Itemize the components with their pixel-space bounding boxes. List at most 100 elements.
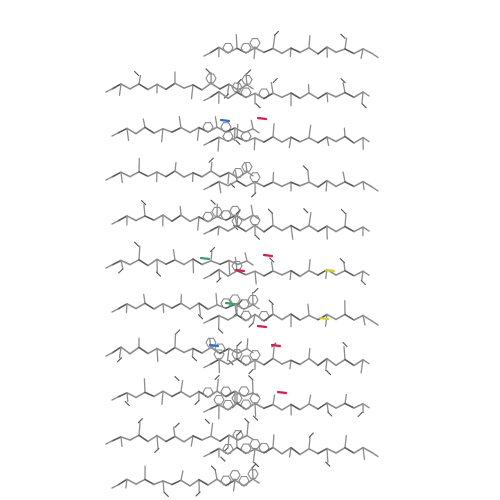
backbone-bond [272, 224, 283, 232]
backbone-bond [174, 259, 185, 266]
backbone-bond [344, 225, 355, 233]
ring-bond [238, 393, 243, 399]
side-chain-bond [326, 402, 329, 413]
ring-bond [231, 353, 236, 359]
side-chain-bond [210, 250, 213, 262]
backbone-bond [189, 478, 200, 487]
backbone-bond [192, 172, 203, 178]
backbone-bond [272, 181, 283, 188]
backbone-bond [263, 270, 274, 277]
backbone-bond [111, 259, 122, 266]
backbone-bond [272, 403, 283, 411]
backbone-bond [210, 260, 221, 266]
backbone-bond [299, 403, 310, 411]
backbone-bond [236, 269, 247, 276]
backbone-bond [290, 446, 301, 456]
backbone-bond [234, 127, 245, 134]
side-chain-bond [254, 234, 260, 240]
side-chain-bond [236, 82, 240, 93]
ring-bond [227, 210, 232, 216]
backbone-bond [243, 214, 254, 221]
left-strand-9 [105, 418, 254, 453]
backbone-bond [353, 136, 364, 144]
side-chain-bond [324, 313, 328, 327]
ring-bond [222, 131, 227, 137]
terminal-bond [111, 308, 119, 313]
backbone-bond [209, 225, 220, 232]
backbone-bond [153, 214, 164, 221]
backbone-bond [210, 82, 221, 90]
backbone-bond [290, 47, 301, 54]
side-chain-bond [197, 216, 200, 231]
terminal-bond [203, 274, 211, 280]
backbone-bond [317, 357, 328, 367]
ring-bond [247, 310, 252, 317]
ring-bond [212, 337, 217, 344]
backbone-bond [263, 224, 274, 233]
right-strand-4 [203, 165, 379, 198]
backbone-bond [144, 126, 155, 134]
backbone-bond [254, 47, 265, 54]
backbone-bond [308, 403, 319, 410]
oxygen-atom-bond [262, 253, 274, 258]
side-chain-bond [343, 345, 346, 361]
ring-bond [248, 161, 253, 168]
backbone-bond [153, 390, 164, 398]
ring-bond [238, 86, 243, 93]
backbone-bond [126, 391, 137, 399]
terminal-bond [362, 136, 370, 143]
ring-bond [231, 349, 236, 355]
nitrogen-atom-bond [208, 343, 220, 348]
left-strand-10 [111, 463, 260, 497]
ring-bond [220, 302, 225, 309]
side-chain-bond [340, 33, 346, 39]
side-chain-bond [270, 81, 274, 94]
ring-bond [249, 393, 254, 400]
backbone-bond [165, 435, 176, 443]
side-chain-bond [272, 171, 275, 183]
ring-bond [265, 88, 270, 95]
side-chain-bond [143, 293, 146, 304]
side-chain-bond [251, 379, 254, 394]
backbone-bond [135, 126, 146, 135]
side-chain-bond [156, 434, 159, 450]
right-strand-2 [203, 77, 370, 109]
backbone-bond [290, 92, 301, 100]
ring-bond [238, 353, 243, 359]
ring-bond [220, 122, 225, 128]
backbone-bond [281, 403, 292, 411]
side-chain-bond [226, 347, 230, 362]
backbone-bond [299, 224, 310, 232]
backbone-bond [147, 171, 158, 178]
ring-bond [258, 442, 263, 449]
backbone-bond [299, 92, 310, 100]
side-chain-bond [360, 359, 364, 374]
ring-bond [265, 442, 270, 449]
ring-bond [240, 47, 245, 53]
terminal-bond [246, 260, 254, 266]
ring-bond [221, 343, 226, 349]
backbone-bond [126, 215, 137, 222]
ring-bond [239, 168, 244, 174]
ring-bond [247, 473, 252, 479]
side-chain-bond [342, 171, 346, 183]
ring-bond [231, 220, 236, 227]
side-chain-bond [308, 124, 312, 139]
backbone-bond [326, 136, 337, 143]
backbone-bond [120, 171, 131, 178]
backbone-bond [326, 179, 337, 188]
ring-bond [222, 399, 227, 406]
backbone-bond [162, 127, 173, 133]
ring-bond [256, 215, 261, 221]
backbone-bond [201, 82, 212, 91]
backbone-bond [281, 269, 292, 276]
ring-bond [232, 172, 237, 178]
ring-bond [240, 315, 245, 321]
side-chain-bond [325, 357, 328, 372]
side-chain-bond [143, 378, 146, 394]
side-chain-bond [362, 180, 365, 191]
backbone-bond [272, 47, 283, 55]
backbone-bond [353, 47, 364, 55]
backbone-bond [201, 260, 212, 266]
highlight_green-atom-bond [199, 256, 211, 261]
